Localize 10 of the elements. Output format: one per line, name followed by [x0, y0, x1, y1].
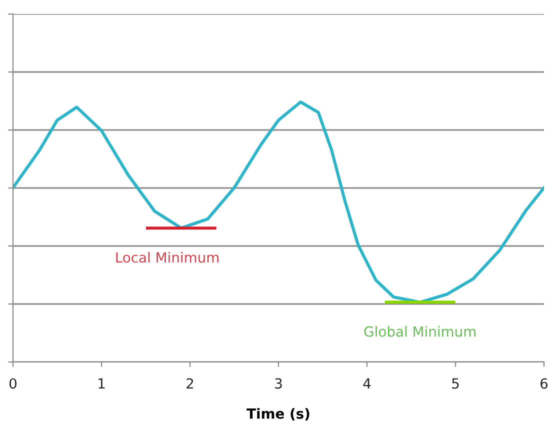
- x-tick-label: 1: [98, 378, 105, 389]
- x-tick-label: 5: [452, 378, 459, 389]
- x-axis-title: Time (s): [246, 408, 310, 420]
- x-tick-label: 6: [540, 378, 548, 389]
- x-tick-label: 4: [363, 378, 371, 389]
- annotation: Local Minimum: [116, 252, 218, 263]
- x-tick-label: 3: [275, 378, 282, 389]
- annotation: Global Minimum: [364, 326, 476, 337]
- x-tick-label: 2: [186, 378, 194, 389]
- x-tick-label: 0: [9, 378, 16, 389]
